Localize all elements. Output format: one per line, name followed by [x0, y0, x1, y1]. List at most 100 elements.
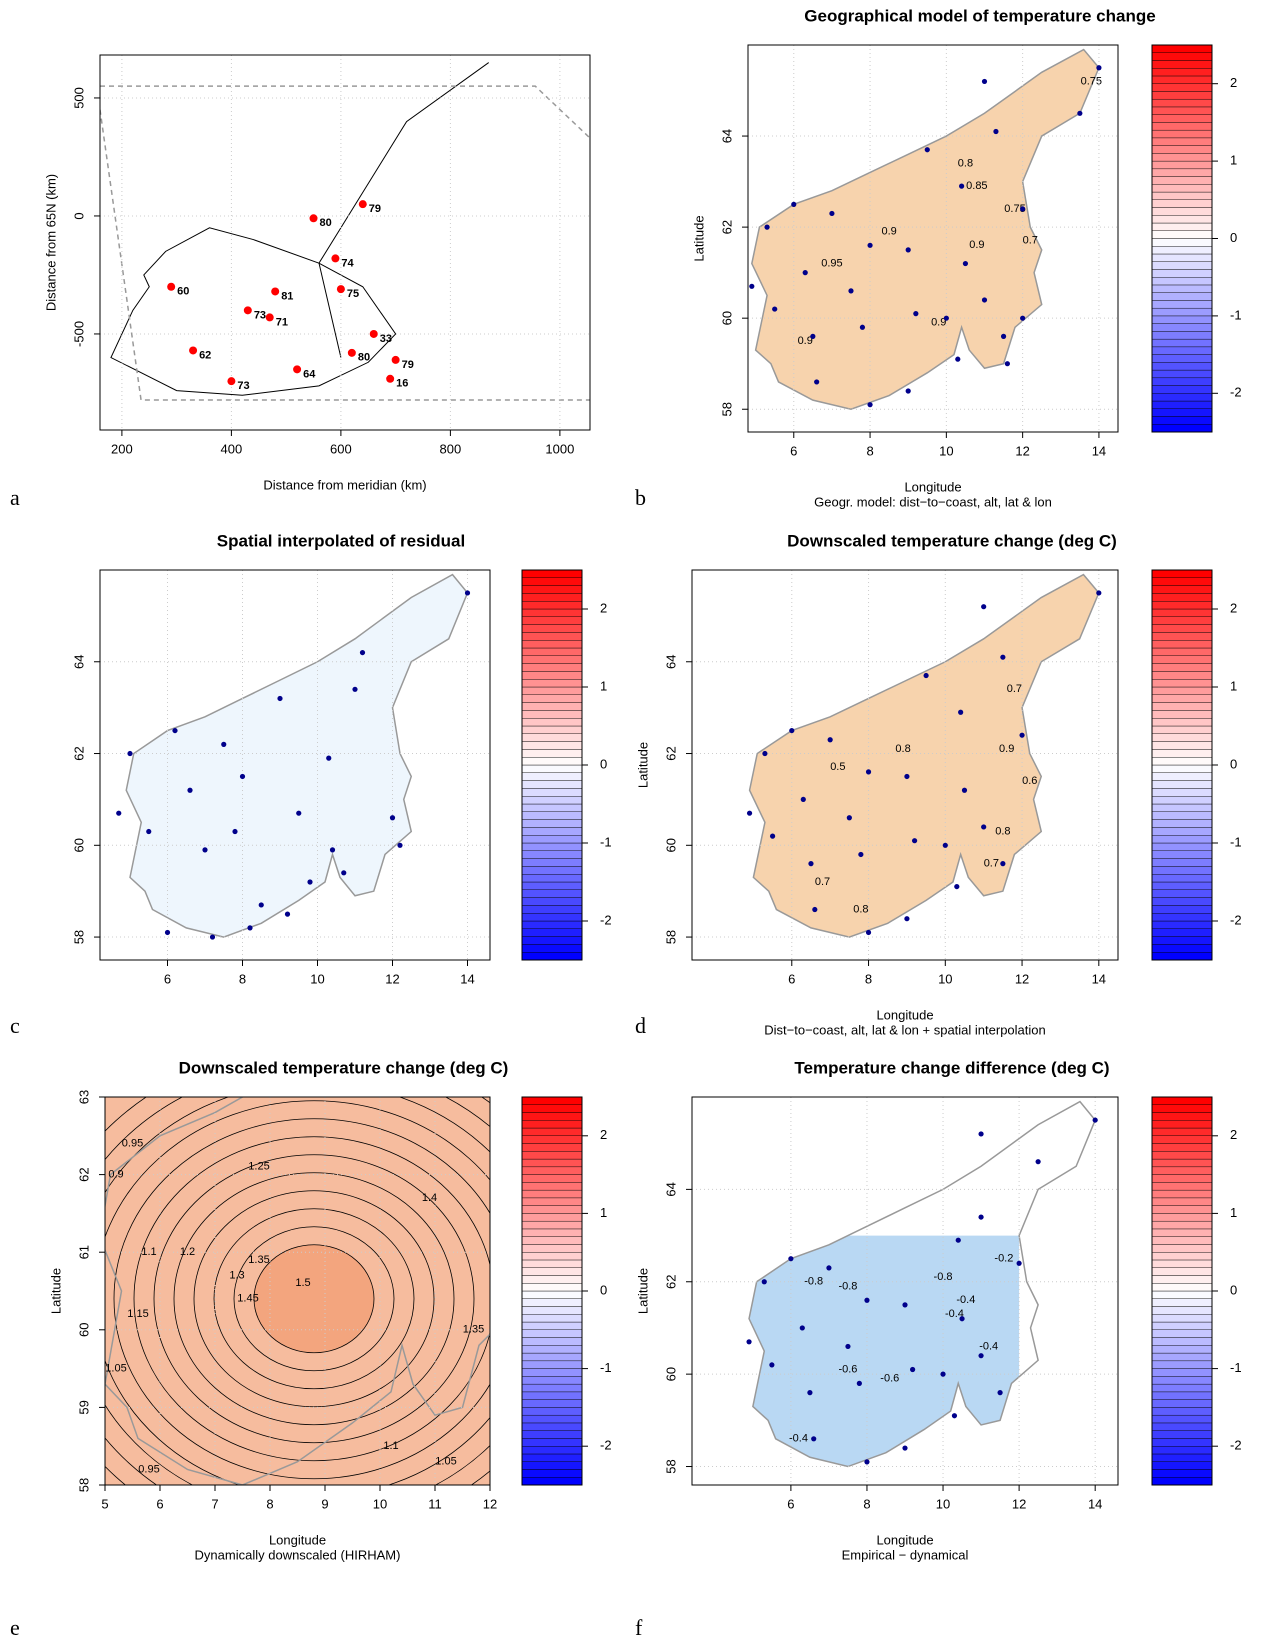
colorbar-band	[1151, 920, 1213, 930]
station	[243, 306, 252, 315]
panel-letter: d	[635, 1013, 646, 1038]
x-tick-label: 800	[440, 441, 462, 456]
station-label: 33	[380, 333, 392, 345]
colorbar-band	[521, 842, 583, 852]
plot-frame	[99, 54, 591, 431]
panel-title: Temperature change difference (deg C)	[794, 1058, 1109, 1077]
x-tick-label: 10	[373, 1496, 387, 1511]
station	[829, 210, 835, 217]
colorbar-band	[1151, 1251, 1213, 1261]
station	[788, 1256, 794, 1262]
colorbar-band	[521, 1104, 583, 1113]
station	[940, 1371, 946, 1377]
colorbar-band	[1151, 741, 1213, 750]
colorbar-band	[521, 710, 583, 719]
x-tick-label: 400	[221, 441, 243, 456]
station	[284, 911, 291, 917]
station	[172, 727, 178, 734]
colorbar-band	[1151, 608, 1213, 618]
station	[389, 815, 396, 821]
colorbar-band	[521, 1329, 583, 1338]
colorbar-band	[1151, 52, 1213, 61]
colorbar-band	[1151, 199, 1213, 208]
contour-label: 0.6	[1022, 775, 1037, 787]
colorbar-band	[1151, 647, 1213, 657]
land	[126, 574, 468, 938]
colorbar-band	[1151, 1205, 1213, 1214]
plot-frame	[747, 44, 1119, 433]
station	[189, 346, 198, 355]
colorbar-band	[521, 577, 583, 586]
station	[336, 285, 345, 294]
y-tick-label: 64	[663, 655, 678, 669]
station-label: 80	[320, 217, 332, 229]
plot-frame	[691, 569, 1119, 961]
contour-label: -0.4	[956, 1294, 975, 1306]
y-axis-label: Latitude	[48, 1268, 63, 1314]
station	[978, 1131, 984, 1137]
station	[397, 842, 403, 848]
colorbar-band	[1151, 1127, 1213, 1137]
contour-label: 0.95	[122, 1137, 143, 1149]
panel-title: Spatial interpolated of residual	[217, 531, 465, 550]
colorbar-band	[521, 733, 583, 742]
colorbar-band	[521, 1414, 583, 1424]
subtitle: Dynamically downscaled (HIRHAM)	[195, 1547, 401, 1562]
colorbar-band	[521, 632, 583, 641]
station	[902, 1445, 908, 1451]
contour-label: 0.8	[995, 825, 1010, 837]
station	[1019, 732, 1025, 738]
station	[164, 929, 171, 936]
station	[978, 1353, 984, 1359]
station	[265, 313, 274, 322]
colorbar-tick-label: 1	[600, 678, 607, 693]
colorbar-band	[521, 850, 583, 859]
contour-label: -0.6	[838, 1363, 857, 1375]
colorbar-band	[1151, 1345, 1213, 1354]
colorbar-band	[1151, 1399, 1213, 1408]
colorbar-band	[521, 1213, 583, 1222]
colorbar-band	[521, 1453, 583, 1462]
colorbar-tick-label: 2	[1230, 600, 1237, 615]
colorbar-band	[1151, 897, 1213, 906]
contour-label: 1.1	[383, 1440, 398, 1452]
plot-area: -0.8 -0.8-0.8-0.4-0.2-0.6-0.6-0.4-0.4-0.4	[692, 1097, 1118, 1485]
colorbar-band	[521, 897, 583, 906]
station	[865, 929, 872, 936]
colorbar-band	[1151, 323, 1213, 332]
station-label: 73	[237, 380, 249, 392]
colorbar-band	[1151, 346, 1213, 355]
colorbar-band	[521, 1368, 583, 1377]
contour-label: 1.35	[248, 1254, 269, 1266]
panel: 79 80 74 75 73 71 80 79 73 64 62 60 81 33 16 200 400 600 8…	[10, 54, 591, 510]
contour-line	[113, 1118, 490, 1480]
colorbar-band	[521, 1407, 583, 1416]
station	[942, 842, 948, 848]
colorbar-band	[1151, 811, 1213, 820]
y-tick-label: 58	[719, 402, 734, 416]
y-axis-label: Latitude	[691, 215, 706, 261]
colorbar-band	[1151, 842, 1213, 852]
contour-label: 0.8	[853, 903, 868, 915]
station	[955, 1237, 961, 1243]
colorbar-band	[1151, 1120, 1213, 1129]
station	[981, 824, 987, 830]
station-label: 62	[199, 349, 211, 361]
station	[202, 847, 208, 853]
contour-label: 1.2	[180, 1246, 195, 1258]
contour-label: 1.45	[237, 1293, 258, 1305]
y-tick-label: 61	[76, 1245, 91, 1259]
colorbar-band	[521, 874, 583, 883]
colorbar-band	[521, 1182, 583, 1191]
contour-label: 1.05	[435, 1456, 456, 1468]
station-label: 74	[341, 257, 354, 269]
y-tick-label: 58	[76, 1478, 91, 1492]
station	[959, 1316, 965, 1322]
colorbar-band	[1151, 153, 1213, 162]
colorbar-band	[521, 920, 583, 930]
contour-label: -0.4	[979, 1340, 998, 1352]
contour-line	[193, 1190, 435, 1408]
colorbar-band	[1151, 616, 1213, 625]
station	[347, 348, 356, 357]
colorbar-band	[521, 1360, 583, 1369]
